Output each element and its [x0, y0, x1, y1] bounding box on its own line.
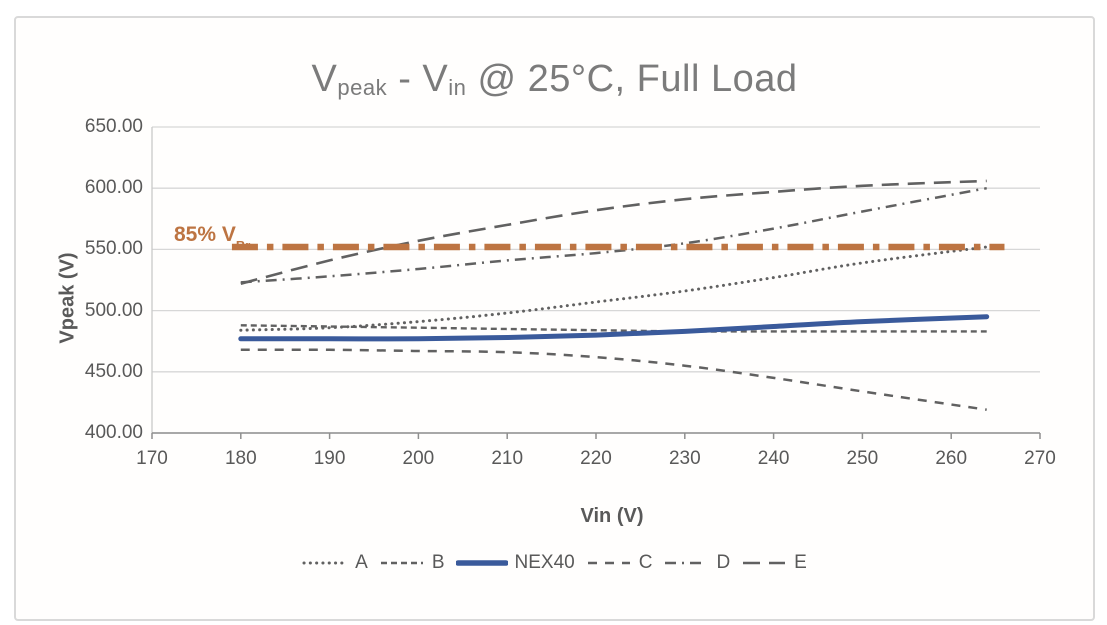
- legend-marker-e: [743, 561, 786, 565]
- chart-legend: A B NEX40 C D E: [16, 552, 1093, 574]
- title-sub-in: in: [448, 74, 467, 100]
- y-tick-label-550: 550.00: [84, 238, 143, 260]
- legend-label-d: D: [716, 552, 731, 573]
- x-tick-label-270: 270: [1024, 448, 1056, 469]
- x-tick-label-260: 260: [935, 448, 968, 469]
- title-dash: - V: [387, 58, 449, 100]
- legend-label-c: C: [638, 552, 653, 573]
- legend-label-a: A: [355, 552, 368, 573]
- series-line-d: [240, 186, 987, 284]
- x-tick-label-230: 230: [668, 448, 701, 469]
- chart-title: Vpeak - Vin @ 25°C, Full Load: [16, 58, 1093, 101]
- y-tick-label-600: 600.00: [84, 177, 143, 199]
- x-tick-label-240: 240: [757, 448, 790, 469]
- legend-marker-d: [665, 561, 708, 565]
- title-v1: V: [311, 58, 338, 100]
- legend-item-nex40: NEX40: [455, 552, 575, 574]
- legend-marker-a: [302, 561, 348, 565]
- series-line-e: [240, 179, 987, 285]
- y-tick-label-650: 650.00: [84, 116, 143, 137]
- series-line-a: [239, 245, 989, 332]
- legend-label-nex40: NEX40: [514, 552, 575, 573]
- x-tick-label-220: 220: [580, 448, 612, 469]
- title-rest: @ 25°C, Full Load: [466, 58, 798, 100]
- legend-label-e: E: [794, 552, 807, 573]
- legend-marker-c: [587, 561, 630, 565]
- legend-marker-b: [380, 561, 423, 565]
- y-tick-label-400: 400.00: [84, 422, 143, 443]
- y-tick-label-450: 450.00: [84, 360, 143, 382]
- legend-marker-nex40: [455, 560, 508, 566]
- legend-item-a: A: [302, 552, 368, 574]
- series-line-c: [240, 348, 987, 411]
- title-sub-peak: peak: [337, 74, 388, 100]
- x-tick-label-250: 250: [846, 448, 879, 469]
- x-tick-label-210: 210: [491, 448, 524, 469]
- legend-label-b: B: [431, 552, 445, 573]
- ref-label-main: 85% V: [174, 223, 236, 246]
- x-tick-label-200: 200: [402, 448, 435, 469]
- legend-item-d: D: [663, 552, 730, 574]
- legend-item-b: B: [379, 552, 445, 574]
- series-line-nex40: [238, 314, 990, 342]
- y-tick-label-500: 500.00: [84, 299, 143, 321]
- x-tick-label-190: 190: [313, 448, 346, 469]
- x-tick-label-180: 180: [224, 448, 257, 469]
- x-tick-label-170: 170: [136, 448, 168, 469]
- series-line-b: [240, 324, 987, 333]
- x-axis-title: Vin (V): [580, 505, 644, 527]
- legend-item-e: E: [741, 552, 807, 574]
- legend-item-c: C: [586, 552, 653, 574]
